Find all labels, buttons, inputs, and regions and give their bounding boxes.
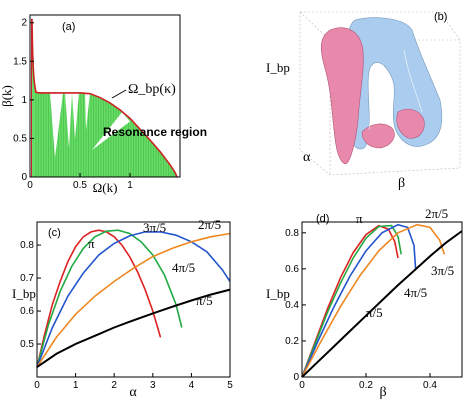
panel-a-marks: 0 0.5 1 0 0.5 1 1.5 2 [13, 18, 178, 191]
panel-a-frame [29, 14, 181, 178]
resonance-gap [72, 92, 79, 140]
panel-c-marks: 0 1 2 3 4 5 0.5 0.6 0.7 0.8 [20, 229, 233, 391]
panel-d-series-line [301, 224, 402, 378]
panel-a: 0 0.5 1 0 0.5 1 1.5 2 (a) Ω_bp(κ) Resonance reg… [0, 14, 207, 195]
panel-a-ytick-label: 0.5 [13, 133, 27, 144]
panel-d-tag: (d) [316, 213, 329, 225]
panel-d-xtick-label: 0.2 [359, 380, 373, 391]
panel-b-tag: (b) [434, 11, 447, 23]
curve-label-omega-bp: Ω_bp(κ) [128, 82, 176, 97]
panel-c-xtick-label: 2 [111, 380, 117, 391]
label-d-pi: π [356, 211, 363, 226]
panel-a-ytick-label: 2 [21, 18, 27, 29]
surface-pink-right [396, 108, 425, 139]
panel-d-ytick-label: 0.2 [285, 336, 299, 347]
surface-highlights [368, 49, 423, 131]
panel-c-ylabel: I_bp [12, 286, 36, 301]
label-d-4pi5: 4π/5 [404, 285, 427, 300]
panel-d-ytick-label: 0 [293, 372, 299, 383]
label-c-3pi5: 3π/5 [143, 220, 166, 235]
panel-c-frame [36, 221, 231, 378]
panel-c-ytick-label: 0.5 [20, 339, 34, 350]
resonance-region-fill [32, 18, 177, 177]
label-d-pi5: π/5 [366, 305, 383, 320]
panel-c-xtick-label: 4 [189, 380, 195, 391]
panel-c-xtick-label: 5 [227, 380, 233, 391]
resonance-gap [50, 92, 63, 158]
panel-a-tag: (a) [62, 21, 75, 33]
panel-d-xtick-label: 0.4 [423, 380, 437, 391]
panel-c-ytick-label: 0.6 [20, 306, 34, 317]
box-edge-left [299, 11, 331, 41]
label-c-2pi5: 2π/5 [198, 217, 221, 232]
label-c-4pi5: 4π/5 [172, 260, 195, 275]
panel-d-frame [301, 221, 463, 378]
panel-d-ylabel: I_bp [266, 286, 290, 301]
panel-d-ytick-label: 0.8 [285, 228, 299, 239]
label-d-3pi5: 3π/5 [431, 263, 454, 278]
panel-a-ytick-label: 0 [21, 172, 27, 183]
panel-a-ytick-label: 1 [21, 95, 27, 106]
panel-c-series-line [36, 229, 183, 368]
box-outline-back [299, 11, 461, 176]
panel-c: 0 1 2 3 4 5 0.5 0.6 0.7 0.8 (c) α I_bp π 3π/5 2π/… [12, 217, 233, 400]
panel-c-ytick-label: 0.8 [20, 240, 34, 251]
panel-a-xtick-label: 1 [127, 180, 133, 191]
panel-c-xtick-label: 1 [73, 380, 79, 391]
panel-b-xlabel: α [303, 150, 311, 165]
resonance-gap [85, 92, 90, 130]
panel-a-xtick-label: 0.5 [73, 180, 87, 191]
panel-d-series-line [301, 230, 463, 378]
label-d-2pi5: 2π/5 [425, 206, 448, 221]
panel-d: 0 0.2 0.4 0 0.2 0.4 0.6 0.8 (d) β I_bp π 2π/5 3… [266, 206, 463, 400]
panel-b-zlabel: I_bp [266, 60, 290, 75]
panel-b: (b) I_bp α β [266, 11, 461, 191]
panel-c-series-line [36, 229, 162, 368]
panel-d-ytick-label: 0.6 [285, 264, 299, 275]
panel-c-series-line [36, 231, 231, 368]
panel-d-marks: 0 0.2 0.4 0 0.2 0.4 0.6 0.8 [285, 223, 463, 391]
resonance-gap [65, 92, 72, 149]
panel-d-xlabel: β [379, 385, 386, 400]
panel-c-xtick-label: 3 [150, 380, 156, 391]
panel-d-series-line [301, 224, 399, 378]
panel-a-xlabel: Ω(k) [93, 180, 118, 195]
region-label: Resonance region [103, 125, 207, 139]
panel-c-xlabel: α [129, 385, 137, 400]
panel-a-ytick-label: 1.5 [13, 56, 27, 67]
panel-c-series-line [36, 288, 231, 368]
panel-a-xtick-label: 0 [27, 180, 33, 191]
surface-pink-front [320, 27, 364, 165]
label-c-pi5: π/5 [196, 293, 213, 308]
panel-c-ytick-label: 0.7 [20, 273, 34, 284]
steep-curve [31, 18, 37, 93]
panel-d-ytick-label: 0.4 [285, 300, 299, 311]
panel-d-xtick-label: 0 [299, 380, 305, 391]
label-c-pi: π [88, 236, 95, 251]
panel-d-series-line [301, 223, 417, 378]
panel-c-series-line [36, 232, 231, 368]
resonance-gap-large [92, 112, 130, 150]
curve-label-pointer [111, 89, 127, 99]
panel-c-tag: (c) [48, 227, 61, 239]
panel-b-ylabel: β [398, 176, 405, 191]
panel-a-ylabel: β(k) [0, 85, 14, 107]
surface-pink-lower [361, 123, 395, 149]
panel-c-xtick-label: 0 [34, 380, 40, 391]
panel-d-series-line [301, 223, 446, 378]
